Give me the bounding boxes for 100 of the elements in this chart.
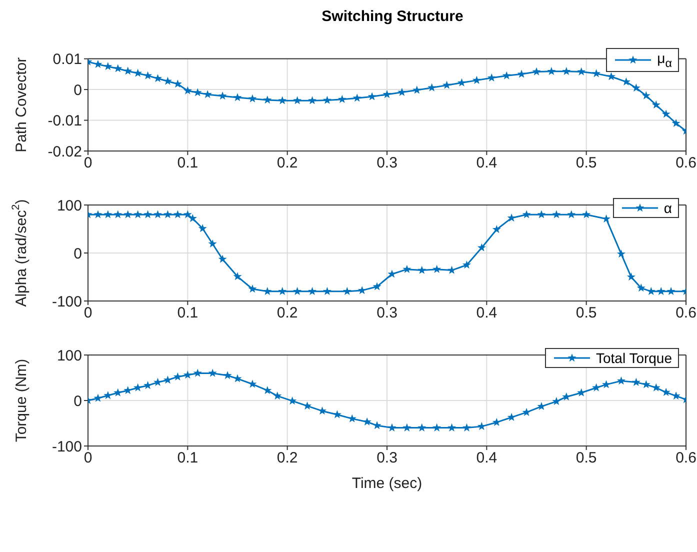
point (388, 423, 396, 432)
point (652, 100, 660, 109)
point (522, 408, 531, 416)
y-tick-label: 0.01 (52, 51, 82, 68)
x-tick-label: 0.1 (177, 304, 198, 322)
point (477, 243, 486, 252)
point (263, 95, 272, 104)
point (592, 69, 601, 78)
point (293, 96, 302, 104)
point (502, 71, 511, 80)
point (153, 378, 162, 386)
y-axis-title: Path Covector (12, 57, 30, 152)
legend-label: μ$_{α}$ (657, 50, 672, 70)
x-tick-label: 0.3 (376, 450, 398, 467)
point (183, 86, 192, 94)
point (322, 96, 332, 104)
point (522, 210, 531, 218)
point (398, 88, 406, 96)
point (547, 66, 556, 76)
point (173, 372, 182, 380)
point (432, 423, 442, 432)
x-tick-label: 0.1 (177, 154, 198, 172)
point (248, 94, 257, 102)
point (507, 213, 516, 222)
point (642, 380, 650, 388)
point (208, 239, 217, 248)
point (532, 67, 541, 76)
point (642, 91, 650, 100)
x-tick-label: 0.6 (676, 154, 696, 172)
point (352, 94, 362, 102)
point (233, 374, 242, 382)
point (94, 210, 102, 218)
point (153, 210, 162, 218)
point (656, 286, 666, 296)
point (233, 93, 242, 102)
point (567, 210, 576, 218)
x-axis-title: Time (sec) (352, 475, 422, 492)
x-tick-label: 0.6 (676, 450, 696, 467)
point (114, 64, 122, 72)
point (432, 264, 442, 273)
point (218, 254, 227, 263)
point (104, 62, 112, 70)
point (278, 286, 287, 296)
point (183, 370, 192, 379)
point (517, 70, 526, 78)
point (308, 286, 317, 296)
y-tick-label: 0 (74, 245, 82, 262)
point (672, 118, 680, 127)
y-tick-label: 0 (74, 82, 82, 99)
point (577, 67, 586, 76)
point (134, 383, 142, 392)
x-tick-label: 0.2 (276, 154, 298, 172)
point (537, 210, 546, 218)
point (616, 249, 626, 258)
x-tick-label: 0.4 (476, 154, 498, 172)
y-tick-label: -0.01 (48, 112, 82, 130)
y-tick-label: -100 (52, 438, 82, 456)
point (632, 83, 640, 92)
chart-title: Switching Structure (320, 8, 464, 26)
point (104, 210, 112, 218)
point (94, 394, 102, 402)
point (233, 272, 242, 280)
point (448, 266, 456, 274)
point (322, 286, 332, 296)
point (278, 96, 287, 104)
point (208, 368, 217, 377)
point (134, 68, 142, 77)
point (402, 423, 412, 432)
point (183, 210, 192, 218)
legend-label: Total Torque (596, 350, 672, 366)
point (134, 210, 142, 218)
point (144, 71, 152, 80)
point (606, 72, 616, 80)
y-tick-label: 0 (74, 392, 82, 410)
point (248, 380, 257, 388)
x-tick-label: 0.1 (177, 450, 198, 467)
point (338, 94, 346, 104)
point (348, 414, 356, 422)
point (163, 210, 172, 218)
point (193, 368, 202, 377)
point (402, 264, 412, 273)
x-tick-label: 0.4 (476, 304, 498, 322)
point (273, 391, 282, 400)
point (124, 66, 132, 75)
point (622, 77, 630, 86)
y-tick-label: -100 (52, 293, 82, 310)
point (203, 90, 212, 98)
point (616, 376, 626, 385)
point (114, 388, 122, 396)
point (263, 286, 272, 296)
legend-label: α (664, 200, 672, 216)
point (552, 210, 561, 218)
point (193, 88, 202, 96)
point (662, 110, 670, 118)
x-tick-label: 0.3 (376, 154, 398, 172)
point (114, 210, 122, 218)
point (198, 224, 207, 232)
x-tick-label: 0.5 (576, 154, 597, 172)
x-tick-label: 0.3 (376, 304, 398, 322)
point (666, 286, 676, 296)
